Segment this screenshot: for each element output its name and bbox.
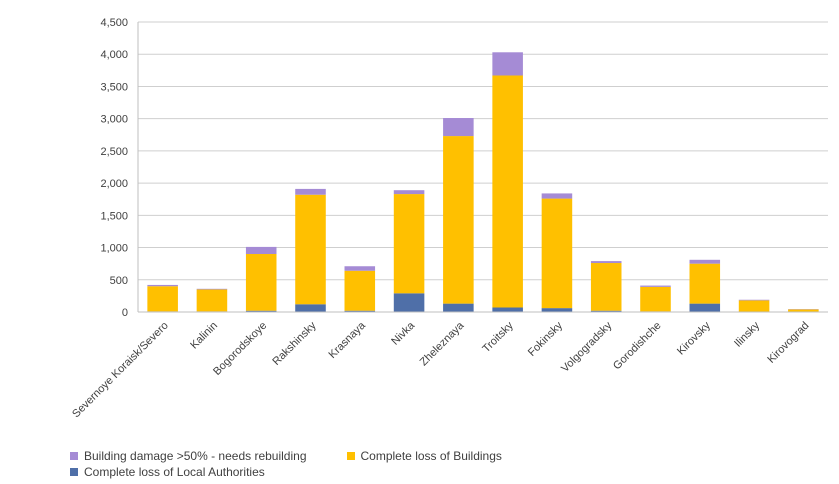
bar-segment	[196, 288, 228, 290]
bar-segment	[492, 307, 523, 312]
bar-segment	[245, 246, 277, 254]
bar-segment	[541, 198, 573, 309]
bar-segment	[295, 304, 326, 312]
bar-segment	[295, 188, 326, 195]
x-axis-labels: Severnoye Koraisk/Severo KalininBogorodsk…	[70, 319, 811, 420]
x-tick-label: Nivka	[389, 319, 418, 348]
bar-segment	[640, 286, 671, 312]
y-tick-label: 2,500	[100, 146, 128, 158]
y-tick-label: 4,000	[100, 49, 128, 61]
x-axis	[137, 22, 828, 313]
legend-swatch-loss-local	[70, 468, 78, 476]
legend-item-loss-buildings: Complete loss of Buildings	[346, 449, 502, 463]
x-tick-label: Gorodishche	[611, 320, 664, 373]
bar-segment	[590, 261, 622, 264]
legend-swatch-loss-buildings	[346, 452, 355, 460]
y-tick-label: 500	[110, 275, 128, 287]
x-tick-label: Bogorodskoye	[211, 320, 269, 378]
x-tick-label: Rakshinsky	[270, 319, 319, 368]
y-tick-label: 3,500	[100, 81, 128, 93]
x-tick-label: Troitsky	[480, 319, 516, 355]
legend-row-1: Building damage >50% - needs rebuilding …	[70, 448, 810, 464]
y-tick-label: 1,500	[100, 210, 128, 222]
bar-segment	[590, 263, 622, 311]
x-tick-label: Zheleznaya	[418, 319, 467, 368]
gridlines	[138, 21, 828, 281]
bar-segment	[590, 310, 622, 312]
y-tick-label: 2,000	[100, 178, 128, 190]
legend-label-loss-local: Complete loss of Local Authorities	[84, 465, 265, 479]
legend-item-damage: Building damage >50% - needs rebuilding	[70, 449, 307, 463]
y-tick-label: 3,000	[100, 114, 128, 126]
bar-segment	[344, 270, 376, 311]
y-axis-ticks: 0 500 1,000 1,500 2,000 2,500 3,000 3,500 4,000 4…	[100, 17, 128, 319]
bar-segment	[344, 310, 376, 312]
y-tick-label: 1,000	[100, 243, 128, 255]
bar-segment	[640, 285, 671, 287]
x-tick-label: Krasnaya	[327, 319, 369, 361]
legend: Building damage >50% - needs rebuilding …	[70, 448, 810, 480]
x-tick-label: Kirovograd	[765, 320, 811, 366]
bar-segment	[393, 293, 425, 312]
bar-segment	[196, 289, 228, 312]
bar-segment	[788, 309, 819, 312]
x-tick-label: Kalinin	[188, 320, 220, 352]
bar-segment	[738, 299, 770, 301]
bar-segment	[541, 308, 573, 312]
legend-label-loss-buildings: Complete loss of Buildings	[360, 449, 502, 463]
legend-row-2: Complete loss of Local Authorities	[70, 464, 810, 480]
x-tick-label: Volgogradsky	[559, 319, 615, 375]
bar-segment	[541, 193, 573, 199]
bar-segment	[689, 263, 721, 304]
bar-segment	[689, 303, 721, 312]
x-tick-label: Severnoye Koraisk/Severo	[70, 320, 171, 421]
y-tick-label: 4,500	[100, 17, 128, 29]
bar-segment	[245, 254, 277, 311]
bar-segment	[393, 190, 425, 195]
bar-segment	[492, 52, 523, 76]
bar-segment	[245, 310, 277, 312]
bar-segment	[443, 118, 474, 137]
x-tick-label: Fokinsky	[526, 319, 566, 359]
bar-segment	[492, 75, 523, 308]
x-tick-label: Ilinsky	[732, 319, 762, 349]
legend-swatch-damage	[70, 452, 78, 460]
bar-segment	[689, 259, 721, 264]
bars	[147, 52, 819, 312]
bar-segment	[393, 194, 425, 294]
y-tick-label: 0	[122, 307, 128, 319]
x-tick-label: Kirovsky	[675, 319, 713, 357]
bar-segment	[295, 194, 326, 305]
legend-item-loss-local: Complete loss of Local Authorities	[70, 465, 265, 479]
bar-segment	[443, 303, 474, 312]
bar-segment	[147, 284, 178, 287]
bar-segment	[738, 300, 770, 312]
bar-segment	[344, 266, 376, 271]
bar-segment	[443, 136, 474, 304]
legend-label-damage: Building damage >50% - needs rebuilding	[84, 449, 307, 463]
bar-segment	[147, 286, 178, 312]
